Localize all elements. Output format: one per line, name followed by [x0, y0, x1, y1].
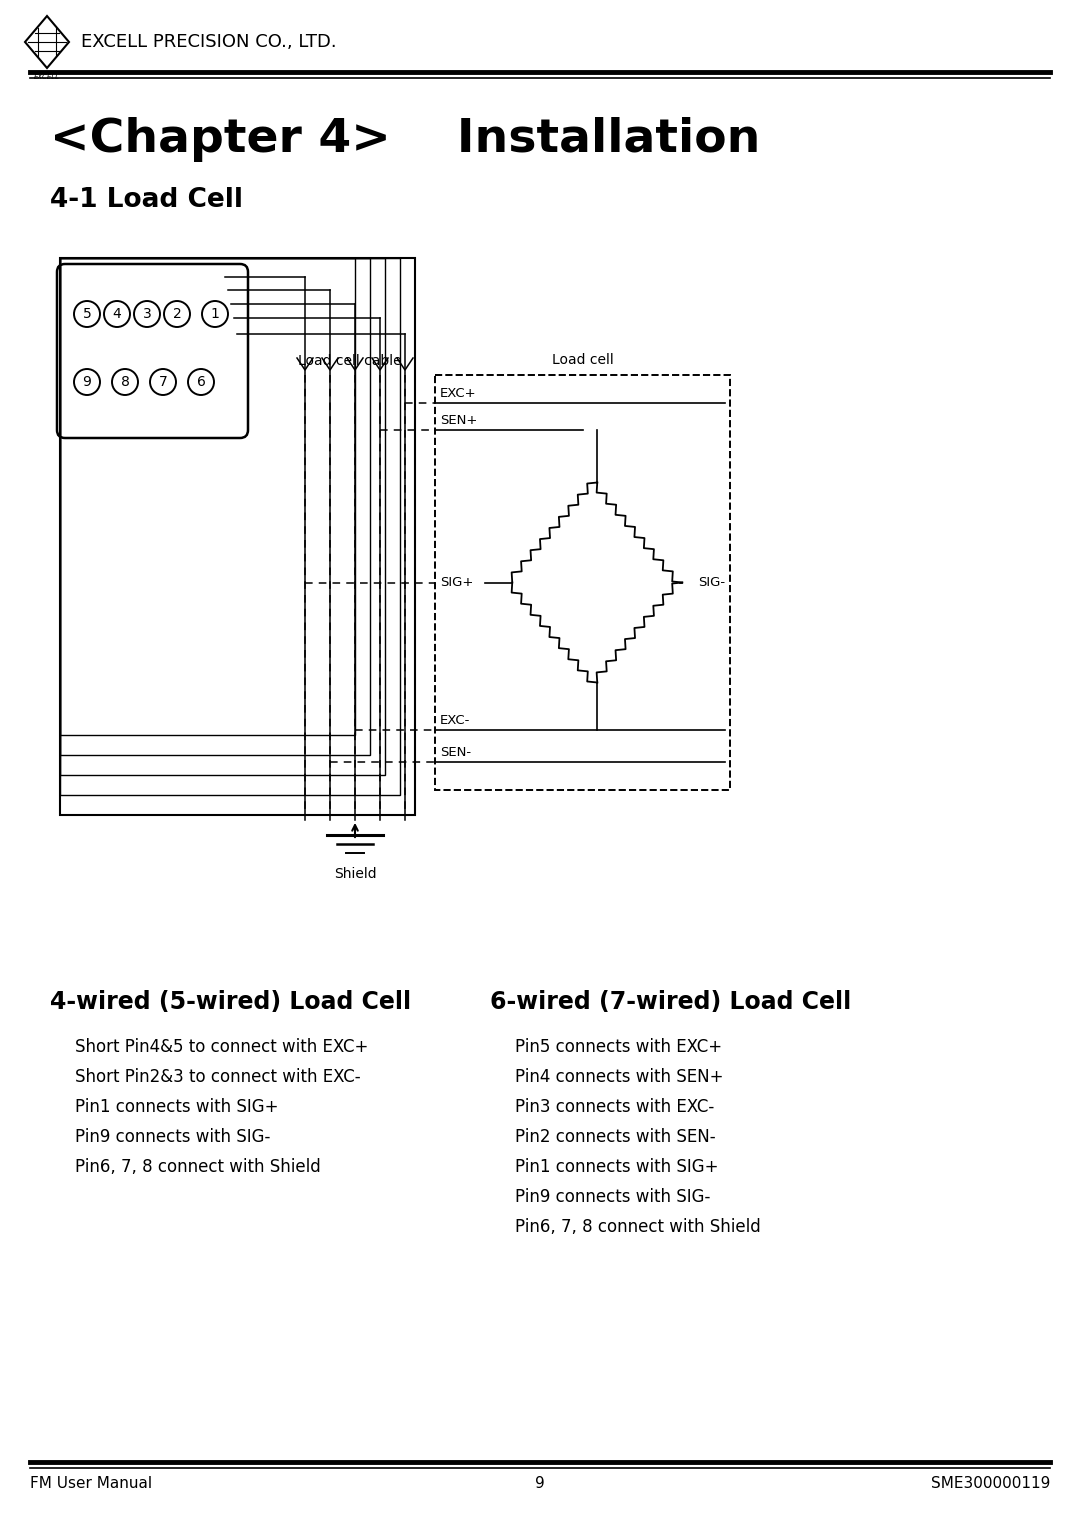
Text: SME300000119: SME300000119 [931, 1476, 1050, 1491]
Text: Short Pin2&3 to connect with EXC-: Short Pin2&3 to connect with EXC- [75, 1068, 361, 1087]
Text: SEN+: SEN+ [440, 414, 477, 427]
Text: 6-wired (7-wired) Load Cell: 6-wired (7-wired) Load Cell [490, 990, 851, 1013]
Text: 2: 2 [173, 307, 181, 320]
Text: 6: 6 [197, 375, 205, 389]
Bar [60, 258, 370, 755]
Text: 4-wired (5-wired) Load Cell: 4-wired (5-wired) Load Cell [50, 990, 411, 1013]
Bar [60, 258, 384, 775]
Text: 9: 9 [82, 375, 92, 389]
Text: 7: 7 [159, 375, 167, 389]
Text: 9: 9 [535, 1476, 545, 1491]
Text: 4: 4 [112, 307, 121, 320]
Text: FM User Manual: FM User Manual [30, 1476, 152, 1491]
Text: Pin2 connects with SEN-: Pin2 connects with SEN- [515, 1128, 716, 1146]
Text: 4-1 Load Cell: 4-1 Load Cell [50, 188, 243, 214]
Text: Pin9 connects with SIG-: Pin9 connects with SIG- [515, 1189, 711, 1206]
Bar [60, 258, 355, 736]
Text: <Chapter 4>    Installation: <Chapter 4> Installation [50, 118, 760, 162]
Text: Pin1 connects with SIG+: Pin1 connects with SIG+ [75, 1099, 279, 1116]
Bar [435, 375, 730, 790]
Bar [60, 258, 415, 815]
Text: 1: 1 [211, 307, 219, 320]
Text: SIG-: SIG- [698, 575, 725, 589]
Text: Load cell: Load cell [552, 353, 613, 366]
Text: Pin5 connects with EXC+: Pin5 connects with EXC+ [515, 1038, 723, 1056]
Bar [60, 258, 400, 795]
Text: EXC-: EXC- [440, 714, 471, 726]
Text: Pin6, 7, 8 connect with Shield: Pin6, 7, 8 connect with Shield [515, 1218, 760, 1236]
Text: EXCELL: EXCELL [33, 73, 60, 79]
Text: EXC+: EXC+ [440, 388, 476, 400]
Text: EXCELL PRECISION CO., LTD.: EXCELL PRECISION CO., LTD. [81, 34, 337, 50]
Text: Pin6, 7, 8 connect with Shield: Pin6, 7, 8 connect with Shield [75, 1158, 321, 1177]
Text: Pin4 connects with SEN+: Pin4 connects with SEN+ [515, 1068, 724, 1087]
Text: 8: 8 [121, 375, 130, 389]
Text: Pin9 connects with SIG-: Pin9 connects with SIG- [75, 1128, 270, 1146]
Text: SEN-: SEN- [440, 746, 471, 758]
FancyBboxPatch shape [57, 264, 248, 438]
Text: Shield: Shield [334, 867, 376, 881]
Text: SIG+: SIG+ [440, 575, 473, 589]
Text: 5: 5 [83, 307, 92, 320]
Text: Pin3 connects with EXC-: Pin3 connects with EXC- [515, 1099, 714, 1116]
Text: 3: 3 [143, 307, 151, 320]
Text: Pin1 connects with SIG+: Pin1 connects with SIG+ [515, 1158, 718, 1177]
Text: Short Pin4&5 to connect with EXC+: Short Pin4&5 to connect with EXC+ [75, 1038, 368, 1056]
Text: Load cell cable: Load cell cable [298, 354, 402, 368]
